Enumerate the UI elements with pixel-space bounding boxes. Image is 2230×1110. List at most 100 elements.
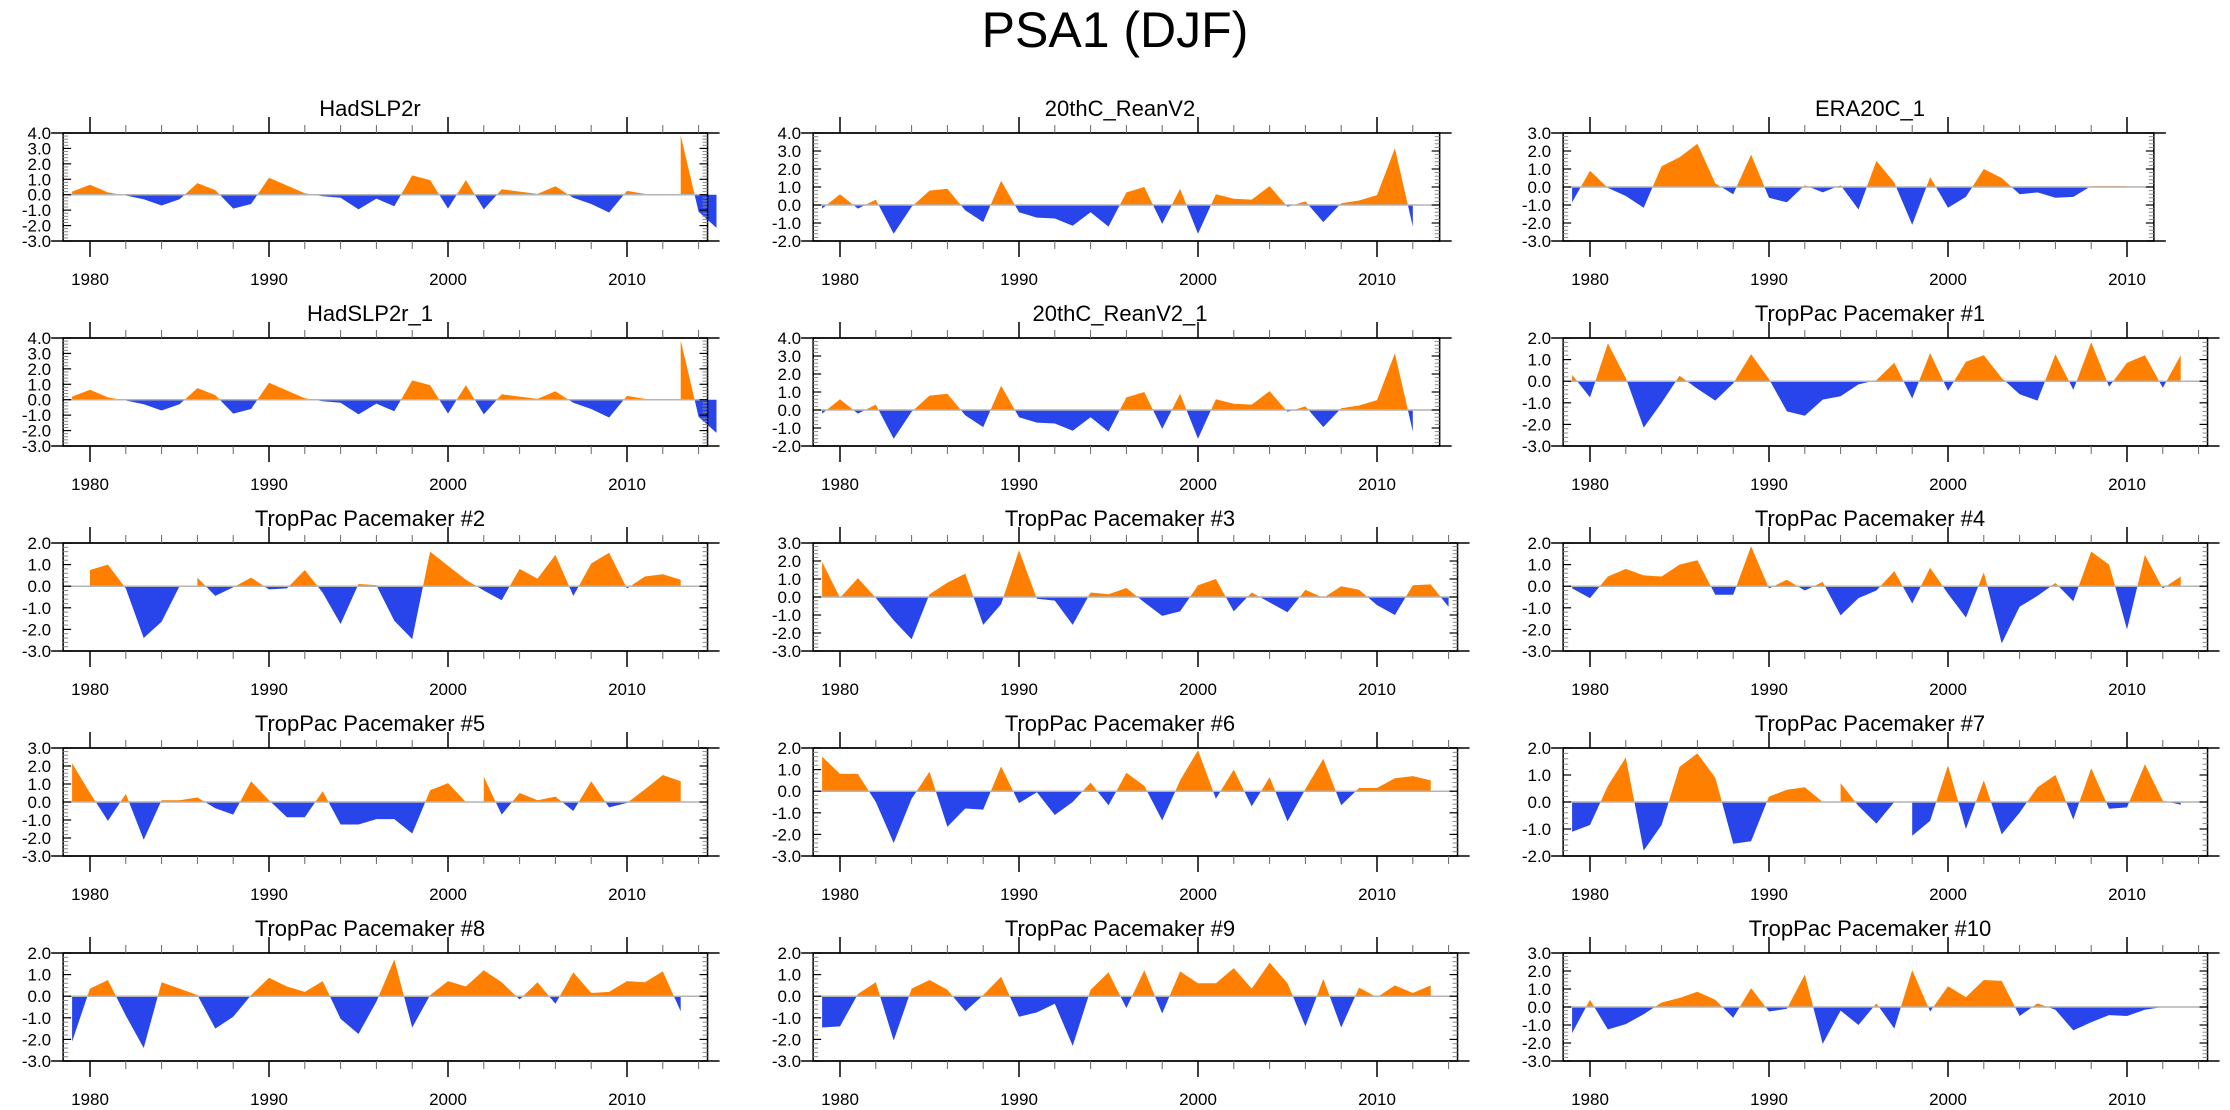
- y-tick-label: -2.0: [772, 1030, 801, 1049]
- chart-panel: HadSLP2r 4.0 3.0 2.0 1.0 0.0 -1.0 -2.0 -3.0 1980 1…: [0, 90, 740, 290]
- y-tick-label: -3.0: [772, 847, 801, 866]
- x-tick-label: 2000: [429, 885, 467, 904]
- panel-title: ERA20C_1: [1814, 96, 1926, 121]
- y-tick-label: 3.0: [778, 534, 802, 553]
- positive-area: [822, 750, 1431, 792]
- panel-title: TropPac Pacemaker #10: [1748, 916, 1992, 941]
- plot-frame: [62, 952, 709, 1062]
- chart-panel: TropPac Pacemaker #10 3.0 2.0 1.0 0.0 -1.0 -2.…: [1500, 910, 2230, 1110]
- panel-title: TropPac Pacemaker #5: [254, 711, 486, 736]
- x-tick-label: 2010: [1358, 1090, 1396, 1109]
- y-tick-label: -2.0: [22, 217, 51, 236]
- x-tick-label: 1980: [71, 270, 109, 289]
- chart-panel: TropPac Pacemaker #8 2.0 1.0 0.0 -1.0 -2.0 -3.…: [0, 910, 740, 1110]
- x-tick-label: 2010: [608, 475, 646, 494]
- y-tick-label: -1.0: [1522, 394, 1551, 413]
- positive-area: [72, 763, 681, 802]
- y-tick-label: -3.0: [22, 642, 51, 661]
- y-tick-label: -3.0: [772, 1052, 801, 1071]
- y-tick-label: 2.0: [28, 360, 52, 379]
- y-tick-label: 0.0: [778, 588, 802, 607]
- x-tick-label: 1980: [821, 1090, 859, 1109]
- panel-plot: 2.0 1.0 0.0 -1.0 -2.0 -3.0 1980 1990 2000 2010: [772, 937, 1470, 1109]
- panel-title: TropPac Pacemaker #1: [1754, 301, 1986, 326]
- negative-area: [72, 996, 681, 1048]
- x-tick-label: 1990: [1000, 1090, 1038, 1109]
- x-tick-label: 2010: [608, 1090, 646, 1109]
- y-tick-label: 0.0: [778, 401, 802, 420]
- y-tick-label: 1.0: [28, 556, 52, 575]
- y-tick-label: 3.0: [1528, 944, 1552, 963]
- x-tick-label: 2000: [1929, 270, 1967, 289]
- y-tick-label: 2.0: [778, 552, 802, 571]
- panel-plot: 3.02.01.00.0-1.0-2.0-3.0 1980 1990 2000 2010: [22, 732, 720, 904]
- y-tick-label: -2.0: [772, 825, 801, 844]
- positive-area: [856, 962, 1431, 997]
- y-tick-label: 1.0: [1528, 766, 1552, 785]
- x-tick-label: 2000: [1929, 1090, 1967, 1109]
- plot-frame: [812, 132, 1441, 242]
- panel-plot: 2.0 1.0 0.0 -1.0 -2.0 -3.0 1980 1990 2000 2010: [1522, 527, 2220, 699]
- y-tick-label: 3.0: [778, 142, 802, 161]
- y-tick-label: 1.0: [778, 383, 802, 402]
- negative-area: [868, 791, 1356, 843]
- x-tick-label: 1980: [71, 1090, 109, 1109]
- y-tick-label: 0.0: [1528, 372, 1552, 391]
- panel-plot: 3.02.01.00.0-1.0-2.0-3.0 1980 1990 2000 2010: [1522, 937, 2220, 1109]
- y-tick-label: -1.0: [772, 419, 801, 438]
- y-tick-label: 3.0: [778, 347, 802, 366]
- positive-area: [1572, 342, 2181, 382]
- y-tick-label: -2.0: [1522, 415, 1551, 434]
- y-tick-label: -3.0: [1522, 437, 1551, 456]
- panel-plot: 4.03.02.01.00.0-1.0-2.0 1980 1990 2000 2010: [772, 322, 1452, 494]
- x-tick-label: 1990: [1750, 885, 1788, 904]
- x-tick-label: 1980: [1571, 1090, 1609, 1109]
- x-tick-label: 2010: [2108, 270, 2146, 289]
- x-tick-label: 1980: [821, 680, 859, 699]
- x-tick-label: 2000: [1179, 680, 1217, 699]
- y-tick-label: -2.0: [772, 232, 801, 251]
- x-tick-label: 1990: [1750, 680, 1788, 699]
- negative-area: [1572, 802, 2181, 851]
- y-tick-label: -2.0: [772, 624, 801, 643]
- y-tick-label: 2.0: [1528, 329, 1552, 348]
- x-tick-label: 1990: [250, 475, 288, 494]
- chart-panel: TropPac Pacemaker #9 2.0 1.0 0.0 -1.0 -2.0 -3.…: [750, 910, 1490, 1110]
- positive-area: [1600, 753, 2169, 802]
- x-tick-label: 2000: [429, 1090, 467, 1109]
- x-tick-label: 2010: [608, 885, 646, 904]
- negative-area: [839, 597, 1449, 640]
- panel-plot: 3.02.01.00.0-1.0-2.0-3.0 1980 1990 2000 2010: [1522, 117, 2166, 289]
- negative-area: [1577, 381, 2167, 428]
- y-tick-label: -3.0: [1522, 642, 1551, 661]
- y-tick-label: -1.0: [1522, 1016, 1551, 1035]
- panel-title: HadSLP2r_1: [307, 301, 433, 326]
- y-tick-label: 0.0: [28, 577, 52, 596]
- y-tick-label: 1.0: [28, 170, 52, 189]
- panel-plot: 2.0 1.0 0.0 -1.0 -2.0 -3.0 1980 1990 2000 2010: [22, 527, 720, 699]
- chart-panel: TropPac Pacemaker #4 2.0 1.0 0.0 -1.0 -2.0 -3.…: [1500, 500, 2230, 700]
- x-tick-label: 2010: [608, 680, 646, 699]
- x-tick-label: 2000: [1179, 885, 1217, 904]
- y-tick-label: 2.0: [28, 757, 52, 776]
- y-tick-label: 0.0: [778, 782, 802, 801]
- x-tick-label: 1980: [71, 475, 109, 494]
- plot-frame: [812, 952, 1459, 1062]
- y-tick-label: 1.0: [28, 775, 52, 794]
- y-tick-label: -1.0: [22, 599, 51, 618]
- x-tick-label: 1990: [250, 680, 288, 699]
- negative-area: [121, 194, 717, 228]
- y-tick-label: 0.0: [1528, 793, 1552, 812]
- y-tick-label: 0.0: [778, 987, 802, 1006]
- x-tick-label: 2010: [2108, 475, 2146, 494]
- y-tick-label: 2.0: [28, 534, 52, 553]
- chart-panel: 20thC_ReanV2_1 4.0 3.0 2.0 1.0 0.0 -1.0 -2.0 198…: [750, 295, 1490, 495]
- y-tick-label: -2.0: [22, 422, 51, 441]
- y-tick-label: 0.0: [28, 987, 52, 1006]
- panel-title: TropPac Pacemaker #2: [254, 506, 486, 531]
- x-tick-label: 2000: [1179, 1090, 1217, 1109]
- y-tick-label: -2.0: [22, 829, 51, 848]
- y-tick-label: -3.0: [772, 642, 801, 661]
- x-tick-label: 2000: [1929, 680, 1967, 699]
- positive-area: [72, 340, 695, 400]
